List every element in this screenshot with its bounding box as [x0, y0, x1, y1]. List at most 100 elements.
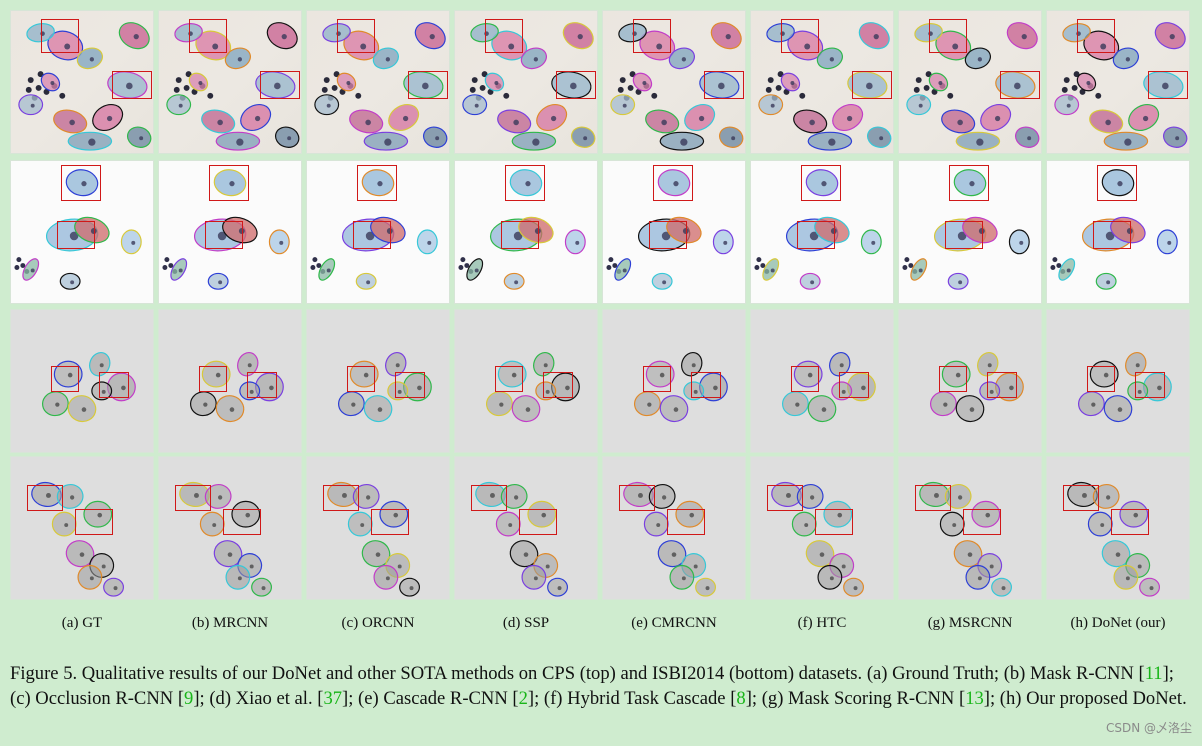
- cell-segmentation: [500, 483, 528, 509]
- highlight-box: [371, 509, 409, 535]
- nucleus-dot: [839, 363, 844, 368]
- cell-segmentation: [385, 352, 407, 377]
- cell-segmentation: [547, 577, 569, 597]
- citation-link[interactable]: 11: [1144, 663, 1163, 684]
- citation-link[interactable]: 8: [736, 687, 746, 709]
- microscopy-image: [310, 169, 438, 290]
- highlight-box: [939, 366, 967, 392]
- highlight-box: [556, 71, 596, 99]
- cell-segmentation: [991, 577, 1013, 597]
- cell-segmentation: [1076, 72, 1097, 92]
- highlight-box: [543, 372, 573, 398]
- cell-segmentation: [860, 229, 882, 255]
- microscopy-image: [314, 22, 448, 151]
- nucleus-dot: [1106, 280, 1111, 285]
- cell-segmentation: [207, 272, 229, 290]
- cell-segmentation: [373, 564, 399, 590]
- citation-link[interactable]: 13: [965, 687, 984, 709]
- nucleus-dot: [1100, 523, 1105, 528]
- nucleus-dot: [918, 103, 923, 108]
- caption-text: ]; (f) Hybrid Task Cascade [: [527, 687, 737, 709]
- cell-segmentation: [318, 258, 336, 281]
- nucleus-dot: [943, 402, 948, 407]
- cps-row-1-panel: [750, 10, 894, 154]
- nucleus-dot: [499, 402, 504, 407]
- citation-link[interactable]: 9: [184, 687, 194, 709]
- cell-segmentation: [535, 381, 557, 401]
- cell-segmentation: [1127, 381, 1149, 401]
- nucleus-dot: [570, 82, 577, 90]
- isbi-row-1-panel: [602, 309, 746, 453]
- highlight-box: [791, 366, 819, 392]
- nucleus-dot: [50, 81, 55, 85]
- highlight-box: [99, 372, 129, 398]
- nucleus-dot: [198, 81, 203, 85]
- nucleus-dot: [97, 512, 103, 518]
- nucleus-dot: [20, 263, 26, 268]
- isbi-row-2-panel: [454, 456, 598, 600]
- highlight-box: [189, 19, 227, 53]
- nucleus-dot: [321, 86, 328, 93]
- isbi-row-1-panel: [10, 309, 154, 453]
- cell-segmentation: [648, 483, 676, 509]
- cell-segmentation: [906, 94, 932, 116]
- highlight-box: [408, 71, 448, 99]
- nucleus-dot: [969, 407, 975, 412]
- cell-segmentation: [204, 483, 232, 509]
- nucleus-dot: [969, 181, 975, 187]
- cell-segmentation: [1058, 258, 1076, 281]
- nucleus-dot: [326, 268, 331, 273]
- nucleus-dot: [409, 586, 414, 591]
- cell-segmentation: [126, 126, 152, 148]
- nucleus-dot: [1021, 34, 1027, 40]
- nucleus-dot: [777, 71, 784, 78]
- cell-segmentation: [189, 391, 217, 417]
- nucleus-dot: [279, 240, 284, 245]
- nucleus-dot: [342, 492, 347, 498]
- nucleus-dot: [923, 84, 930, 91]
- nucleus-dot: [16, 257, 22, 263]
- nucleus-dot: [508, 43, 515, 50]
- watermark: CSDN @乄洛尘: [1105, 721, 1192, 735]
- citation-link[interactable]: 2: [518, 687, 528, 709]
- cell-segmentation: [780, 72, 801, 92]
- nucleus-dot: [14, 265, 20, 270]
- nucleus-dot: [629, 71, 636, 78]
- nucleus-dot: [647, 402, 652, 407]
- nucleus-dot: [1126, 228, 1133, 234]
- nucleus-dot: [871, 240, 876, 245]
- nucleus-dot: [957, 119, 963, 126]
- cell-segmentation: [1087, 511, 1113, 537]
- highlight-box: [1000, 71, 1040, 99]
- highlight-box: [175, 485, 211, 511]
- highlight-box: [1111, 509, 1149, 535]
- cps-row-2-panel: [602, 160, 746, 304]
- microscopy-image: [771, 481, 865, 597]
- highlight-box: [815, 509, 853, 535]
- nucleus-dot: [841, 389, 846, 394]
- nucleus-dot: [131, 240, 136, 245]
- cps-row-2-panel: [454, 160, 598, 304]
- microscopy-image: [41, 352, 136, 423]
- nucleus-dot: [30, 268, 35, 273]
- nucleus-dot: [557, 586, 562, 591]
- isbi-row-2-panel: [306, 456, 450, 600]
- column-label-htc: (f) HTC: [797, 615, 847, 631]
- nucleus-dot: [471, 77, 478, 83]
- nucleus-dot: [479, 84, 486, 91]
- cell-segmentation: [77, 564, 103, 590]
- nucleus-dot: [681, 57, 686, 62]
- cell-segmentation: [484, 72, 505, 92]
- microscopy-image: [929, 352, 1024, 423]
- cell-segmentation: [947, 272, 969, 290]
- nucleus-dot: [661, 231, 671, 241]
- column-label-cmrcnn: (e) CMRCNN: [631, 615, 717, 631]
- citation-link[interactable]: 37: [323, 687, 343, 709]
- cell-segmentation: [352, 483, 380, 509]
- cell-segmentation: [965, 564, 991, 590]
- isbi-row-1-panel: [1046, 309, 1190, 453]
- nucleus-dot: [725, 34, 731, 40]
- nucleus-dot: [511, 372, 517, 378]
- microscopy-image: [189, 352, 284, 423]
- nucleus-dot: [101, 389, 106, 394]
